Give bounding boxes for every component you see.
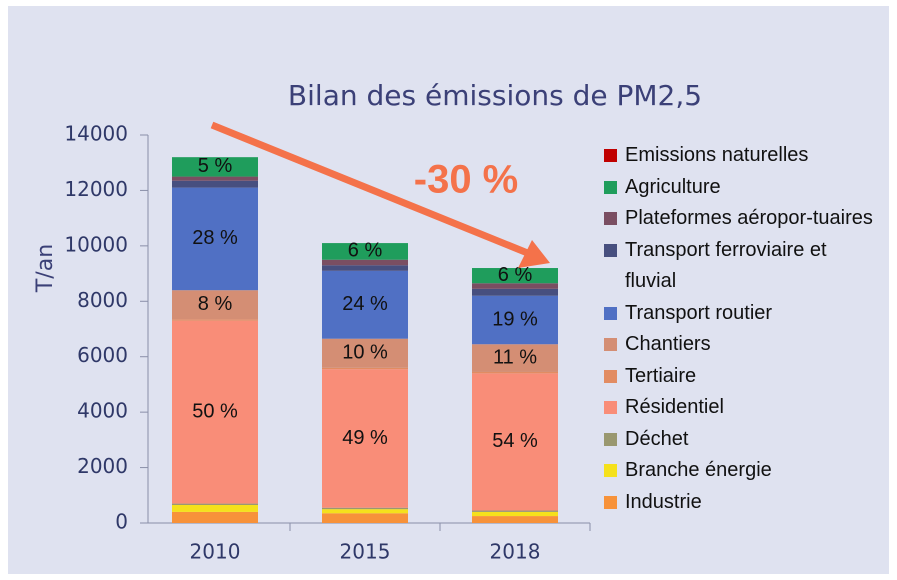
segment-label: 50 % — [192, 400, 238, 422]
segment-label: 28 % — [192, 227, 238, 249]
legend-label: Tertiaire — [625, 364, 697, 387]
legend-label: Plateformes aéropor-tuaires — [625, 207, 873, 229]
segment-label: 5 % — [198, 155, 233, 177]
legend-item: Emissions naturelles — [604, 140, 874, 172]
legend-label: Chantiers — [625, 333, 711, 355]
y-tick-label: 2000 — [77, 454, 128, 478]
bar-segment — [322, 243, 408, 260]
bar-segment — [322, 259, 408, 266]
bar-segment — [322, 509, 408, 514]
legend-swatch — [604, 180, 617, 194]
trend-arrow — [210, 121, 532, 258]
bar-segment — [172, 180, 258, 188]
legend-item: Résidentiel — [604, 392, 874, 424]
bar-segment — [322, 369, 408, 508]
y-tick-label: 8000 — [77, 288, 128, 312]
bar-segment — [322, 513, 408, 523]
bar-segment — [472, 344, 558, 372]
y-tick-label: 0 — [115, 510, 128, 534]
legend-swatch — [604, 401, 617, 414]
bar-segment — [172, 503, 258, 505]
legend-item: Chantiers — [604, 329, 874, 361]
chart-title: Bilan des émissions de PM2,5 — [288, 79, 702, 112]
legend-item: Industrie — [604, 487, 874, 519]
legend-item: Déchet — [604, 424, 874, 456]
segment-label: 11 % — [493, 346, 537, 368]
segment-label: 8 % — [198, 293, 233, 315]
bar-segment — [472, 295, 558, 345]
legend-swatch — [604, 212, 617, 225]
legend-swatch — [604, 369, 617, 383]
bar-segment — [172, 319, 258, 321]
bar-segment — [322, 338, 408, 368]
legend-swatch — [604, 338, 617, 351]
y-tick-label: 4000 — [77, 399, 128, 423]
legend-swatch — [604, 149, 617, 162]
legend-swatch — [604, 306, 617, 320]
segment-label: 54 % — [492, 430, 538, 452]
legend-swatch — [604, 243, 617, 257]
bar-segment — [472, 510, 558, 512]
segment-label: 19 % — [492, 308, 538, 330]
bar-segment — [172, 504, 258, 512]
legend-item: Plateformes aéropor-tuaires — [604, 203, 874, 235]
x-tick-label: 2018 — [490, 540, 541, 564]
y-axis-label: T/an — [33, 244, 58, 293]
legend-item: Branche énergie — [604, 455, 874, 487]
legend-label: Industrie — [625, 490, 702, 513]
segment-label: 10 % — [342, 342, 388, 364]
legend-label: Branche énergie — [625, 459, 772, 481]
arrow-head — [518, 240, 550, 268]
legend-label: Transport routier — [625, 301, 773, 324]
bar-segment — [472, 373, 558, 511]
x-tick-label: 2015 — [340, 540, 391, 564]
legend-item: Agriculture — [604, 172, 874, 204]
legend-swatch — [604, 495, 617, 509]
legend-item: Transport ferroviaire et fluvial — [604, 235, 874, 298]
bar-segment — [322, 265, 408, 271]
legend-item: Transport routier — [604, 298, 874, 330]
legend-label: Transport ferroviaire et fluvial — [625, 238, 827, 293]
bar-segment — [472, 283, 558, 289]
legend-label: Emissions naturelles — [625, 144, 809, 166]
bar-segment — [172, 176, 258, 181]
annotation: -30 % — [414, 158, 519, 202]
bar-segment — [322, 367, 408, 370]
bar-segment — [472, 268, 558, 284]
segment-label: 6 % — [498, 264, 533, 286]
legend-label: Résidentiel — [625, 396, 724, 418]
segment-label: 6 % — [348, 240, 383, 262]
bar-segment — [472, 516, 558, 523]
bar-segment — [172, 157, 258, 177]
legend-label: Agriculture — [625, 175, 721, 198]
segment-label: 24 % — [342, 293, 388, 315]
bar-segment — [172, 320, 258, 504]
legend-item: Tertiaire — [604, 361, 874, 393]
y-tick-label: 14000 — [64, 122, 128, 146]
bar-segment — [322, 507, 408, 510]
legend: Emissions naturelles Agriculture Plateform… — [604, 140, 874, 518]
background — [8, 6, 889, 574]
y-tick-label: 6000 — [77, 343, 128, 367]
bar-segment — [472, 288, 558, 296]
bar-segment — [172, 187, 258, 291]
segment-label: 49 % — [342, 427, 388, 449]
legend-swatch — [604, 464, 617, 477]
legend-swatch — [604, 432, 617, 446]
bar-segment — [172, 290, 258, 320]
bar-segment — [472, 371, 558, 374]
y-tick-label: 10000 — [64, 232, 128, 256]
bar-segment — [172, 511, 258, 523]
bar-segment — [322, 270, 408, 339]
y-tick-label: 12000 — [64, 177, 128, 201]
x-tick-label: 2010 — [190, 540, 241, 564]
legend-label: Déchet — [625, 427, 689, 450]
bar-segment — [472, 511, 558, 517]
